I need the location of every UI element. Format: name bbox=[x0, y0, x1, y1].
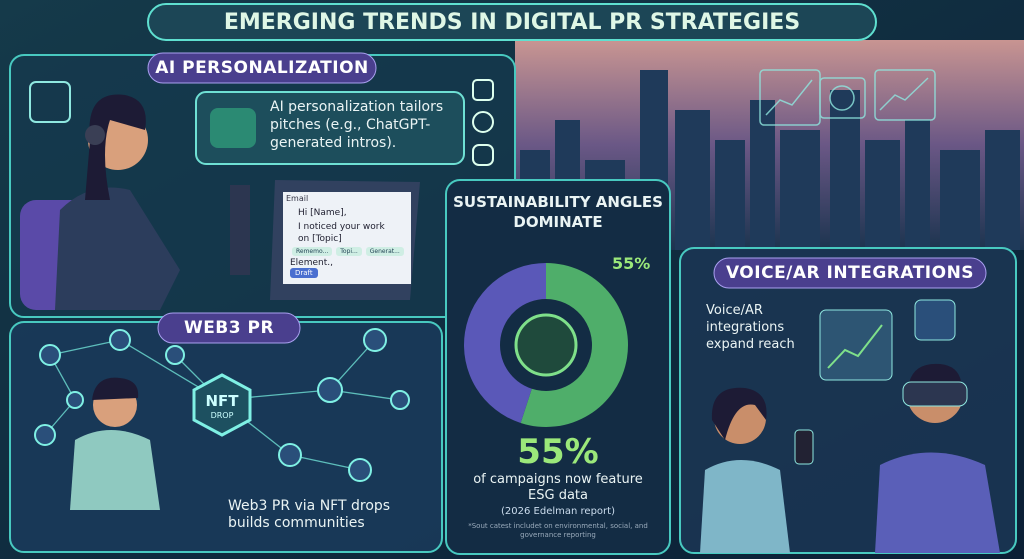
speech-bubble bbox=[195, 91, 465, 165]
caption: Web3 PR via NFT drops builds communities bbox=[228, 498, 391, 531]
caption: of campaigns now feature ESG data bbox=[473, 472, 643, 503]
heading-pill bbox=[157, 312, 301, 344]
page-title: EMERGING TRENDS IN DIGITAL PR STRATEGIES bbox=[223, 9, 801, 35]
person-ar bbox=[875, 363, 1000, 553]
email-closing: Element., bbox=[290, 258, 333, 268]
donut-label: 55% bbox=[612, 254, 651, 273]
section-heading: WEB3 PR bbox=[183, 318, 275, 338]
ar-icon bbox=[914, 299, 956, 341]
social-icons bbox=[472, 79, 494, 166]
section-heading: VOICE/AR INTEGRATIONS bbox=[725, 263, 975, 283]
chatgpt-icon bbox=[210, 108, 256, 148]
badge-text: NFT bbox=[205, 392, 239, 410]
person-web3 bbox=[70, 377, 160, 510]
heading-pill bbox=[147, 52, 377, 84]
tools-icon bbox=[29, 81, 71, 123]
badge-text: DROP bbox=[210, 411, 234, 420]
email-greeting: Hi [Name], bbox=[298, 208, 347, 218]
footnote: *Sout catest includet on environmental, … bbox=[468, 522, 648, 539]
bubble-text: AI personalization tailors pitches (e.g.… bbox=[270, 99, 444, 151]
section-heading: AI PERSONALIZATION bbox=[155, 58, 369, 78]
ar-screen bbox=[819, 309, 893, 381]
email-chip[interactable]: Topi... bbox=[336, 247, 362, 256]
network-nodes bbox=[34, 328, 410, 482]
caption: Voice/AR integrations expand reach bbox=[706, 303, 795, 352]
person-voice bbox=[700, 387, 814, 553]
email-chips: Rememo... Topi... Generat... bbox=[292, 247, 404, 256]
email-body: I noticed your work on [Topic] bbox=[298, 222, 385, 244]
email-chip[interactable]: Generat... bbox=[365, 247, 404, 256]
nft-badge bbox=[192, 373, 252, 437]
section-heading: SUSTAINABILITY ANGLES DOMINATE bbox=[453, 193, 663, 231]
donut-remainder bbox=[463, 263, 546, 423]
donut-segment bbox=[520, 263, 628, 427]
floating-charts bbox=[759, 69, 936, 126]
source: (2026 Edelman report) bbox=[501, 506, 615, 517]
recycle-icon bbox=[514, 313, 578, 377]
email-label: Email bbox=[286, 194, 309, 203]
heading-pill bbox=[713, 257, 987, 289]
donut bbox=[463, 263, 628, 427]
draft-button[interactable]: Draft bbox=[290, 268, 318, 278]
headline-stat: 55% bbox=[517, 432, 599, 472]
person-ai bbox=[20, 94, 180, 310]
ar-chart bbox=[827, 324, 883, 369]
email-chip[interactable]: Rememo... bbox=[292, 247, 333, 256]
title-banner bbox=[147, 3, 877, 41]
